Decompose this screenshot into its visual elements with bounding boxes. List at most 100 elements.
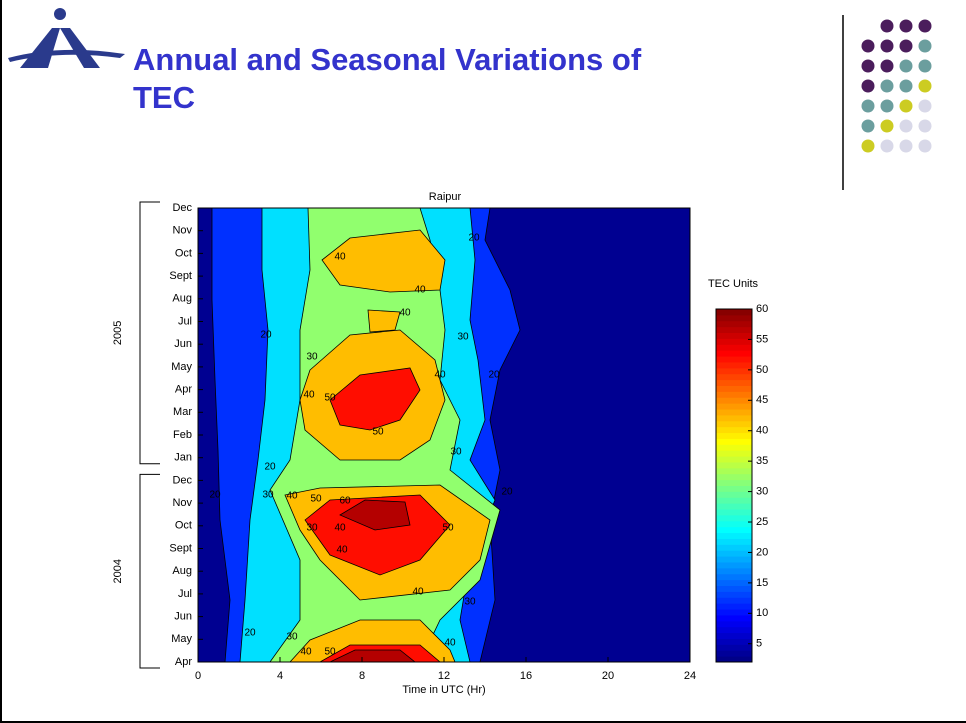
- contour-label: 40: [412, 587, 424, 598]
- colorbar-tick-label: 35: [756, 455, 768, 467]
- contour-label: 30: [464, 597, 476, 608]
- x-tick-label: 8: [359, 670, 365, 682]
- colorbar-segment: [716, 338, 752, 344]
- colorbar-segment: [716, 621, 752, 627]
- colorbar-tick-label: 20: [756, 546, 768, 558]
- colorbar-segment: [716, 550, 752, 556]
- colorbar-segment: [716, 580, 752, 586]
- colorbar-tick-label: 25: [756, 516, 768, 528]
- y-tick-label: Apr: [175, 384, 192, 396]
- colorbar-segment: [716, 333, 752, 339]
- y-tick-label: Mar: [173, 406, 192, 418]
- colorbar-segment: [716, 362, 752, 368]
- colorbar-segment: [716, 409, 752, 415]
- colorbar-segment: [716, 538, 752, 544]
- colorbar-tick-label: 40: [756, 425, 768, 437]
- colorbar-segment: [716, 586, 752, 592]
- contour-label: 20: [501, 487, 513, 498]
- x-tick-label: 16: [520, 670, 532, 682]
- colorbar-segment: [716, 603, 752, 609]
- contour-label: 20: [260, 330, 272, 341]
- contour-label: 30: [450, 447, 462, 458]
- colorbar-segment: [716, 415, 752, 421]
- colorbar-segment: [716, 491, 752, 497]
- x-tick-label: 0: [195, 670, 201, 682]
- colorbar-segment: [716, 486, 752, 492]
- contour-label: 20: [209, 490, 221, 501]
- colorbar-segment: [716, 497, 752, 503]
- y-tick-label: Jul: [178, 588, 192, 600]
- colorbar-segment: [716, 644, 752, 650]
- contour-label: 40: [334, 523, 346, 534]
- x-tick-label: 24: [684, 670, 696, 682]
- y-tick-label: Jun: [174, 338, 192, 350]
- contour-label: 50: [324, 393, 336, 404]
- y-tick-label: Sept: [169, 270, 192, 282]
- contour-label: 50: [372, 427, 384, 438]
- colorbar-segment: [716, 462, 752, 468]
- y-tick-label: Dec: [172, 202, 192, 214]
- colorbar-segment: [716, 509, 752, 515]
- y-tick-label: Aug: [172, 293, 192, 305]
- colorbar-segment: [716, 515, 752, 521]
- colorbar-segment: [716, 650, 752, 656]
- y-tick-label: Nov: [172, 225, 192, 237]
- colorbar-segment: [716, 597, 752, 603]
- contour-label: 30: [286, 632, 298, 643]
- colorbar-segment: [716, 403, 752, 409]
- y-tick-label: Feb: [173, 429, 192, 441]
- colorbar-segment: [716, 421, 752, 427]
- y-tick-label: Jul: [178, 315, 192, 327]
- colorbar-segment: [716, 544, 752, 550]
- colorbar-segment: [716, 456, 752, 462]
- colorbar-segment: [716, 391, 752, 397]
- colorbar-segment: [716, 480, 752, 486]
- contour-label: 40: [300, 647, 312, 658]
- colorbar-segment: [716, 521, 752, 527]
- group-label: 2004: [112, 559, 124, 583]
- colorbar-tick-label: 10: [756, 607, 768, 619]
- colorbar-tick-label: 30: [756, 485, 768, 497]
- contour-label: 50: [324, 647, 336, 658]
- colorbar-segment: [716, 468, 752, 474]
- contour-label: 40: [444, 638, 456, 649]
- contour-label: 50: [442, 523, 454, 534]
- colorbar-segment: [716, 385, 752, 391]
- contour-label: 40: [399, 308, 411, 319]
- colorbar-segment: [716, 327, 752, 333]
- colorbar-segment: [716, 321, 752, 327]
- contour-label: 30: [262, 490, 274, 501]
- slide-title: Annual and Seasonal Variations of: [133, 42, 642, 77]
- contour-label: 50: [310, 494, 322, 505]
- x-tick-label: 20: [602, 670, 614, 682]
- contour-label: 40: [286, 491, 298, 502]
- colorbar-tick-label: 45: [756, 394, 768, 406]
- y-tick-label: Nov: [172, 497, 192, 509]
- colorbar-segment: [716, 380, 752, 386]
- contour-label: 40: [334, 252, 346, 263]
- colorbar-tick-label: 50: [756, 364, 768, 376]
- contour-label: 20: [244, 628, 256, 639]
- colorbar-segment: [716, 350, 752, 356]
- y-tick-label: May: [171, 361, 192, 373]
- colorbar-segment: [716, 633, 752, 639]
- contour-label: 40: [336, 545, 348, 556]
- group-label: 2005: [112, 321, 124, 345]
- colorbar-segment: [716, 344, 752, 350]
- contour-label: 20: [488, 370, 500, 381]
- colorbar-segment: [716, 433, 752, 439]
- contour-label: 20: [468, 233, 480, 244]
- y-tick-label: Jan: [174, 452, 192, 464]
- colorbar-segment: [716, 562, 752, 568]
- colorbar-label: TEC Units: [708, 278, 759, 290]
- contour-band: [368, 310, 400, 332]
- colorbar-segment: [716, 615, 752, 621]
- colorbar-tick-label: 55: [756, 333, 768, 345]
- colorbar-segment: [716, 556, 752, 562]
- y-tick-label: Sept: [169, 542, 192, 554]
- colorbar-segment: [716, 450, 752, 456]
- contour-label: 40: [303, 390, 315, 401]
- y-tick-label: May: [171, 633, 192, 645]
- y-tick-label: Jun: [174, 611, 192, 623]
